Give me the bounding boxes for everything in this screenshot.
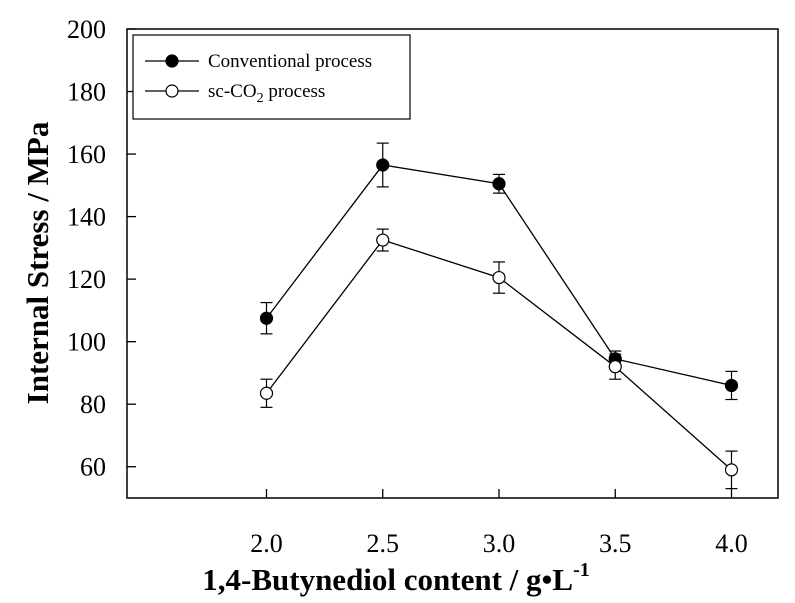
y-axis-title: Internal Stress / MPa (20, 121, 55, 404)
y-tick-label: 160 (67, 140, 106, 169)
legend-label-scco2: sc-CO2 process (208, 81, 325, 106)
data-point (376, 233, 390, 247)
data-point (724, 378, 739, 393)
y-tick-label: 100 (67, 328, 106, 357)
legend-label-scco2-subscript: 2 (257, 91, 264, 106)
x-tick-label: 3.0 (483, 529, 516, 558)
legend-label-conventional: Conventional process (208, 51, 372, 72)
data-point (608, 360, 622, 374)
plot-area-frame (126, 28, 779, 499)
data-point (259, 311, 274, 325)
y-tick-label: 200 (67, 15, 106, 44)
data-point (259, 386, 274, 400)
x-tick-label: 2.5 (367, 529, 400, 558)
y-axis: 60 80 100 120 140 160 180 200 (67, 15, 136, 482)
y-tick-label: 120 (67, 265, 106, 294)
legend-marker-scco2 (165, 84, 179, 98)
data-point (376, 158, 390, 172)
legend-label-scco2-part1: sc-CO (208, 81, 257, 102)
x-axis-title-superscript: -1 (573, 559, 590, 581)
x-tick-label: 3.5 (599, 529, 632, 558)
y-tick-label: 180 (67, 78, 106, 107)
legend-marker-conventional (165, 54, 179, 68)
x-tick-label: 2.0 (250, 529, 283, 558)
legend: Conventional process sc-CO2 process (132, 34, 411, 120)
series-layer (259, 142, 739, 490)
y-tick-label: 140 (67, 203, 106, 232)
y-tick-label: 60 (80, 453, 106, 482)
legend-box (132, 34, 411, 120)
x-axis-title: 1,4-Butynediol content / g•L-1 (202, 559, 590, 597)
data-point (724, 463, 739, 477)
series-scco2 (259, 228, 739, 490)
x-tick-label: 4.0 (715, 529, 748, 558)
y-tick-label: 80 (80, 390, 106, 419)
data-point (492, 270, 506, 285)
data-point (492, 177, 506, 191)
x-axis: 2.0 2.5 3.0 3.5 4.0 (250, 489, 748, 558)
x-axis-title-main: 1,4-Butynediol content / g•L (202, 562, 573, 597)
legend-label-scco2-part2: process (264, 81, 326, 102)
